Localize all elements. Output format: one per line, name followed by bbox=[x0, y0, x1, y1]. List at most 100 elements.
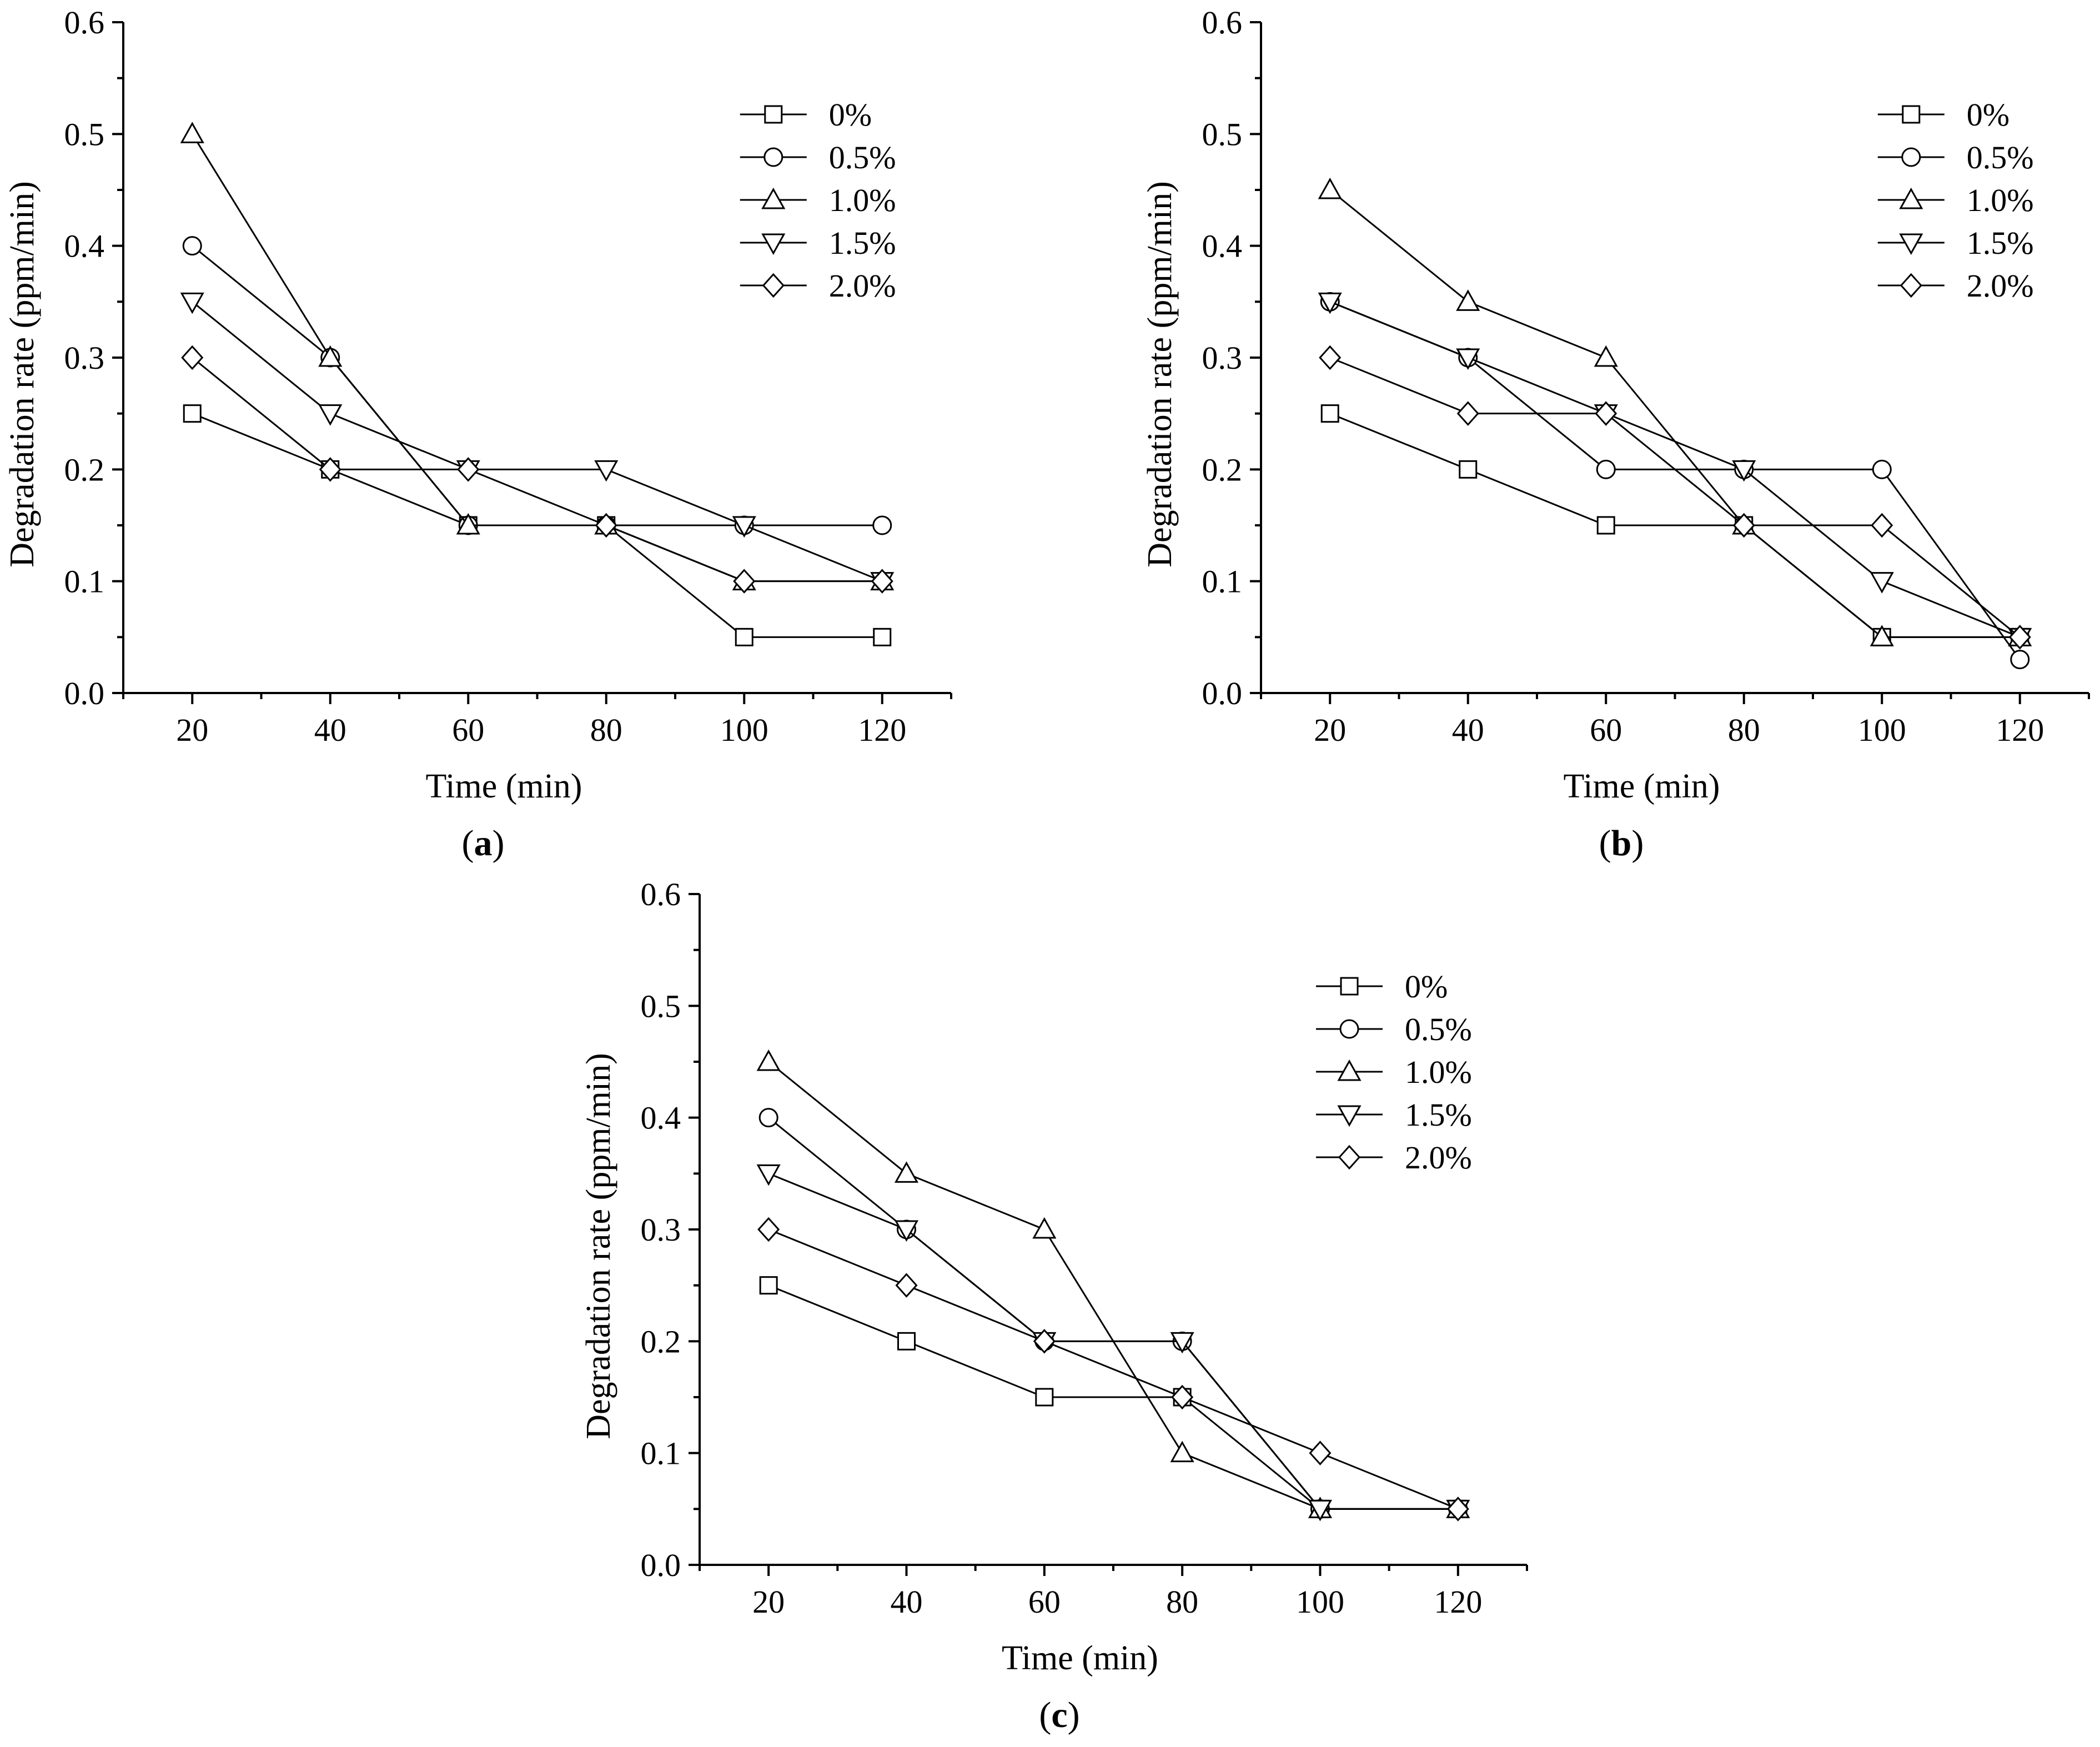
legend-label-4: 2.0% bbox=[1405, 1139, 1472, 1176]
legend-label-3: 1.5% bbox=[1405, 1097, 1472, 1133]
panel-a: 20 40 60 80 100 120 0.0 0.1 0.2 0.3 0.4 0.5 0.6 Time … bbox=[3, 4, 952, 864]
x-tick-label: 40 bbox=[891, 1584, 923, 1620]
data-point-1-4 bbox=[1872, 459, 1892, 479]
y-tick-label: 0.6 bbox=[1202, 4, 1243, 41]
panel-label: (b) bbox=[1599, 823, 1644, 864]
panel-label-open-paren: ( bbox=[1039, 1695, 1051, 1735]
series-line-4 bbox=[768, 1228, 1459, 1510]
y-tick-label: 0.0 bbox=[641, 1547, 681, 1583]
panel-b: 20 40 60 80 100 120 0.0 0.1 0.2 0.3 0.4 0.5 0.6 Time … bbox=[1141, 4, 2090, 864]
data-point-3-3 bbox=[1732, 460, 1756, 482]
series-line-3 bbox=[768, 1172, 1458, 1510]
data-point-2-0 bbox=[180, 122, 204, 143]
y-tick-label: 0.2 bbox=[64, 451, 105, 488]
data-point-1-5 bbox=[2010, 650, 2030, 670]
legend-marker-0 bbox=[1902, 105, 1921, 124]
data-point-2-4 bbox=[1870, 625, 1894, 646]
series-3 bbox=[180, 292, 895, 594]
data-point-0-0 bbox=[1320, 404, 1339, 423]
x-tick-label: 80 bbox=[1166, 1584, 1198, 1620]
series-line-1 bbox=[768, 1117, 1458, 1510]
series-1 bbox=[182, 236, 892, 535]
data-point-3-1 bbox=[1456, 348, 1480, 370]
legend-label-2: 1.0% bbox=[829, 182, 896, 218]
data-point-4-4 bbox=[733, 569, 756, 594]
data-point-4-4 bbox=[1871, 513, 1893, 538]
data-point-2-0 bbox=[756, 1049, 781, 1071]
data-point-0-4 bbox=[735, 627, 753, 646]
legend-marker-3 bbox=[761, 233, 786, 255]
panel-label-letter: c bbox=[1051, 1695, 1067, 1735]
data-point-3-0 bbox=[1318, 292, 1342, 314]
panel-label-open-paren: ( bbox=[462, 823, 474, 864]
series-1 bbox=[758, 1108, 1468, 1519]
y-tick-label: 0.1 bbox=[64, 564, 105, 600]
series-4 bbox=[1319, 345, 2031, 650]
data-point-4-3 bbox=[1732, 513, 1755, 538]
data-point-4-3 bbox=[1171, 1384, 1194, 1410]
data-point-2-1 bbox=[318, 345, 343, 367]
data-point-1-0 bbox=[182, 236, 202, 256]
series-line-0 bbox=[768, 1284, 1458, 1510]
legend-label-4: 2.0% bbox=[1967, 268, 2034, 304]
data-point-0-0 bbox=[759, 1276, 778, 1295]
legend-marker-3 bbox=[1899, 233, 1923, 255]
data-point-3-1 bbox=[318, 404, 343, 426]
legend-label-4: 2.0% bbox=[829, 268, 896, 304]
data-point-4-2 bbox=[1033, 1329, 1056, 1354]
panel-label-close-paren: ) bbox=[1068, 1695, 1080, 1735]
data-point-2-3 bbox=[1170, 1440, 1194, 1463]
legend-marker-4 bbox=[762, 273, 785, 298]
data-point-0-5 bbox=[873, 627, 892, 646]
y-tick-label: 0.5 bbox=[641, 988, 681, 1024]
data-point-4-5 bbox=[1446, 1497, 1469, 1522]
series-2 bbox=[180, 122, 895, 591]
y-axis-title: Degradation rate (ppm/min) bbox=[3, 181, 41, 568]
x-tick-label: 100 bbox=[1858, 712, 1906, 748]
legend-marker-3 bbox=[1337, 1105, 1362, 1127]
data-point-4-3 bbox=[595, 513, 617, 538]
data-point-0-1 bbox=[1459, 460, 1478, 479]
legend-label-1: 0.5% bbox=[1967, 139, 2034, 175]
x-tick-label: 40 bbox=[1452, 712, 1484, 748]
panel-c: 20 40 60 80 100 120 0.0 0.1 0.2 0.3 0.4 0.5 0.6 Time … bbox=[580, 876, 1528, 1735]
y-tick-label: 0.5 bbox=[64, 116, 105, 152]
data-point-2-0 bbox=[1318, 177, 1342, 199]
y-tick-label: 0.6 bbox=[64, 4, 105, 41]
data-point-4-0 bbox=[1319, 345, 1342, 370]
data-point-2-1 bbox=[1456, 289, 1480, 311]
legend-marker-2 bbox=[761, 187, 786, 209]
y-tick-label: 0.0 bbox=[1202, 675, 1243, 711]
x-tick-label: 120 bbox=[1434, 1584, 1482, 1620]
legend-label-2: 1.0% bbox=[1967, 182, 2034, 218]
data-point-2-2 bbox=[1594, 345, 1618, 367]
legend-label-3: 1.5% bbox=[829, 225, 896, 261]
data-point-4-1 bbox=[895, 1273, 918, 1298]
series-line-2 bbox=[1329, 189, 2020, 638]
x-axis-title: Time (min) bbox=[1002, 1639, 1158, 1677]
x-tick-label: 100 bbox=[1296, 1584, 1344, 1620]
panel-label-letter: b bbox=[1611, 823, 1632, 864]
data-point-2-2 bbox=[1032, 1217, 1057, 1239]
x-tick-label: 40 bbox=[314, 712, 346, 748]
series-line-3 bbox=[1329, 300, 2021, 638]
data-point-0-1 bbox=[897, 1332, 916, 1351]
legend-label-0: 0% bbox=[829, 97, 872, 133]
data-point-2-1 bbox=[894, 1161, 919, 1183]
series-2 bbox=[1318, 177, 2032, 646]
x-tick-label: 100 bbox=[720, 712, 768, 748]
data-point-3-3 bbox=[594, 460, 619, 482]
legend-marker-1 bbox=[1901, 147, 1921, 167]
series-line-1 bbox=[1329, 300, 2021, 660]
y-tick-label: 0.3 bbox=[64, 340, 105, 376]
x-tick-label: 80 bbox=[1728, 712, 1760, 748]
legend-marker-1 bbox=[763, 147, 783, 167]
data-point-1-5 bbox=[872, 515, 892, 535]
y-tick-label: 0.3 bbox=[641, 1212, 681, 1248]
data-point-4-5 bbox=[871, 569, 893, 594]
legend-marker-2 bbox=[1899, 187, 1923, 209]
data-point-2-2 bbox=[456, 513, 480, 535]
y-tick-label: 0.6 bbox=[641, 876, 681, 912]
x-axis-title: Time (min) bbox=[1564, 767, 1720, 805]
data-point-4-4 bbox=[1309, 1440, 1332, 1465]
